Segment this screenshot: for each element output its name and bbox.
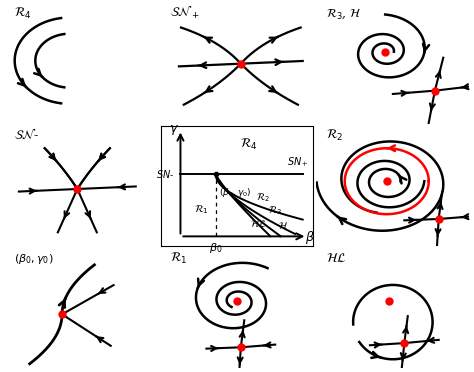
- Text: $\mathcal{HL}$: $\mathcal{HL}$: [326, 251, 346, 264]
- Text: $\mathcal{R}_2$: $\mathcal{R}_2$: [326, 128, 343, 143]
- Text: $(\beta_0,\gamma_0)$: $(\beta_0,\gamma_0)$: [219, 186, 251, 199]
- Text: $\mathcal{SN}$-: $\mathcal{SN}$-: [14, 128, 39, 142]
- Text: $\mathcal{R}_1$: $\mathcal{R}_1$: [170, 251, 187, 266]
- Text: $(\beta_0,\gamma_0)$: $(\beta_0,\gamma_0)$: [14, 251, 54, 266]
- Text: $\mathcal{R}_1$: $\mathcal{R}_1$: [194, 203, 210, 216]
- Text: $\gamma$: $\gamma$: [169, 123, 179, 137]
- Text: $\mathcal{R}_4$: $\mathcal{R}_4$: [14, 6, 32, 21]
- Text: $SN_+$: $SN_+$: [287, 155, 309, 169]
- Text: $\mathcal{R}_3$: $\mathcal{R}_3$: [268, 205, 283, 217]
- Text: $\mathcal{R}_4$: $\mathcal{R}_4$: [240, 137, 258, 152]
- Text: $\beta_0$: $\beta_0$: [209, 241, 222, 255]
- Text: $SN$-: $SN$-: [156, 168, 174, 180]
- Text: $\beta$: $\beta$: [305, 229, 314, 246]
- Text: $\mathcal{R}_2$: $\mathcal{R}_2$: [256, 191, 270, 204]
- Text: $\mathcal{H}$: $\mathcal{H}$: [278, 220, 288, 231]
- Text: $\mathcal{R}_3$, $\mathcal{H}$: $\mathcal{R}_3$, $\mathcal{H}$: [326, 7, 361, 21]
- Text: $\mathcal{SN}_+$: $\mathcal{SN}_+$: [170, 4, 200, 21]
- Text: $\mathcal{HL}$: $\mathcal{HL}$: [250, 218, 266, 229]
